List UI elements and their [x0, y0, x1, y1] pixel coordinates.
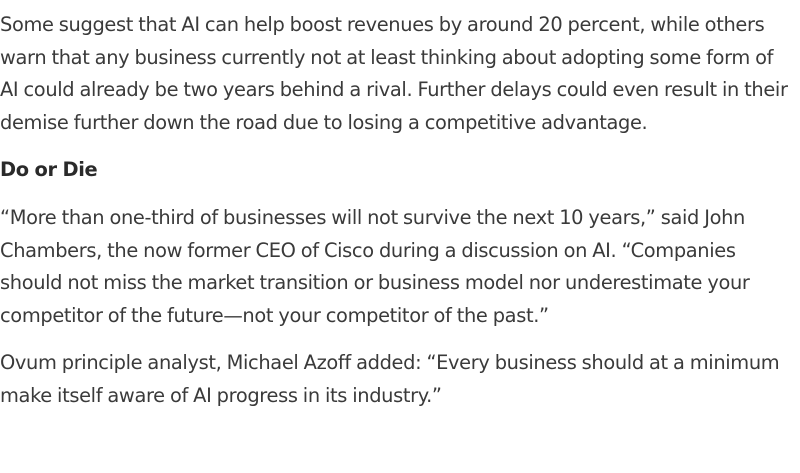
paragraph-azoff-quote: Ovum principle analyst, Michael Azoff ad… — [0, 351, 780, 407]
article-body: Some suggest that AI can help boost reve… — [0, 9, 796, 428]
paragraph-chambers-quote: “More than one-third of businesses will … — [0, 205, 750, 327]
paragraph-ai-revenue: Some suggest that AI can help boost reve… — [0, 13, 788, 134]
section-heading: Do or Die — [0, 158, 98, 182]
